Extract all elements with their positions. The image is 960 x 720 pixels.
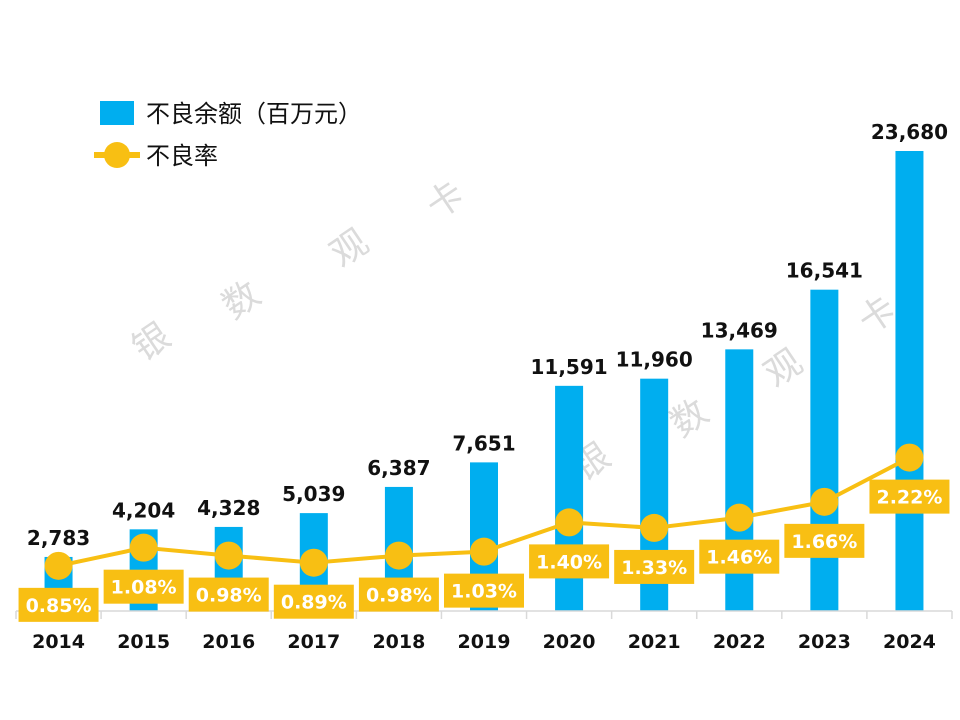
watermark-char: 银	[125, 315, 178, 369]
rate-label-box	[188, 577, 269, 612]
rate-value-label: 2.22%	[876, 487, 942, 509]
rate-value-label: 1.66%	[791, 531, 857, 553]
x-tick-label: 2024	[883, 631, 936, 653]
rate-value-label: 0.89%	[281, 592, 347, 614]
bar-value-label: 5,039	[282, 482, 345, 506]
legend-line-label: 不良率	[146, 142, 218, 170]
rate-value-label: 1.03%	[451, 581, 517, 603]
watermark-char: 数	[215, 273, 268, 327]
x-tick-label: 2023	[798, 631, 851, 653]
x-tick-label: 2019	[458, 631, 511, 653]
rate-marker	[725, 503, 754, 532]
x-tick-label: 2020	[543, 631, 596, 653]
rate-marker	[384, 541, 413, 570]
bar	[895, 151, 924, 611]
bar-value-label: 11,591	[530, 355, 607, 379]
bar-value-label: 6,387	[367, 456, 430, 480]
rate-value-label: 1.46%	[706, 547, 772, 569]
bar-value-label: 13,469	[701, 318, 778, 342]
x-axis-ticks	[15, 611, 953, 619]
rate-label-box	[699, 539, 780, 574]
bar-value-label: 16,541	[786, 259, 863, 283]
x-tick-label: 2022	[713, 631, 766, 653]
rate-label-box	[784, 523, 865, 558]
bar-value-labels: 2,783 4,204 4,328 5,039 6,387 7,651 11,591 11,9…	[27, 120, 948, 550]
rate-line-series	[44, 443, 924, 580]
bar-value-label: 2,783	[27, 526, 90, 550]
rate-label-box	[358, 577, 439, 612]
rate-value-labels: 0.85% 1.08% 0.98% 0.89% 0.98% 1.03% 1.40% 1.33%…	[18, 479, 950, 622]
x-axis-tick-labels: 2014 2015 2016 2017 2018 2019 2020 2021 2022 2023…	[32, 631, 936, 653]
bar-value-label: 7,651	[452, 431, 515, 455]
rate-value-label: 1.08%	[111, 577, 177, 599]
watermark-char: 观	[757, 341, 810, 395]
x-tick-label: 2015	[117, 631, 170, 653]
x-tick-label: 2021	[628, 631, 681, 653]
bar-value-label: 4,328	[197, 496, 260, 520]
rate-marker	[470, 537, 498, 566]
rate-value-label: 1.40%	[536, 551, 602, 573]
rate-value-label: 0.85%	[26, 595, 92, 617]
bar	[810, 289, 839, 611]
legend-bar-swatch	[100, 101, 134, 125]
rate-marker	[895, 443, 924, 472]
rate-label-box	[869, 479, 950, 514]
bar-value-label: 11,960	[616, 348, 693, 372]
rate-label-box	[273, 584, 354, 619]
watermark-char: 数	[663, 391, 716, 445]
bar-value-label: 23,680	[871, 120, 948, 144]
rate-label-box	[103, 569, 184, 604]
rate-marker	[640, 513, 669, 542]
rate-value-label: 0.98%	[196, 585, 262, 607]
x-tick-label: 2014	[32, 631, 85, 653]
x-tick-label: 2016	[202, 631, 255, 653]
rate-marker	[44, 551, 73, 580]
rate-marker	[555, 508, 584, 537]
x-tick-label: 2017	[287, 631, 340, 653]
legend: 不良余额（百万元） 不良率	[94, 100, 362, 170]
rate-label-box	[529, 544, 610, 579]
rate-label-box	[18, 587, 99, 622]
legend-bar-label: 不良余额（百万元）	[146, 100, 362, 128]
rate-marker	[214, 541, 243, 570]
rate-marker	[129, 533, 158, 562]
rate-marker	[810, 487, 839, 516]
rate-value-label: 0.98%	[366, 585, 432, 607]
watermark-char: 观	[323, 221, 376, 275]
rate-value-label: 1.33%	[621, 557, 687, 579]
watermark-char: 卡	[419, 173, 472, 227]
bar-value-label: 4,204	[112, 498, 175, 522]
rate-label-box	[444, 573, 524, 608]
rate-label-box	[614, 549, 695, 584]
x-tick-label: 2018	[372, 631, 425, 653]
legend-line-marker	[104, 142, 130, 168]
rate-marker	[299, 548, 328, 577]
